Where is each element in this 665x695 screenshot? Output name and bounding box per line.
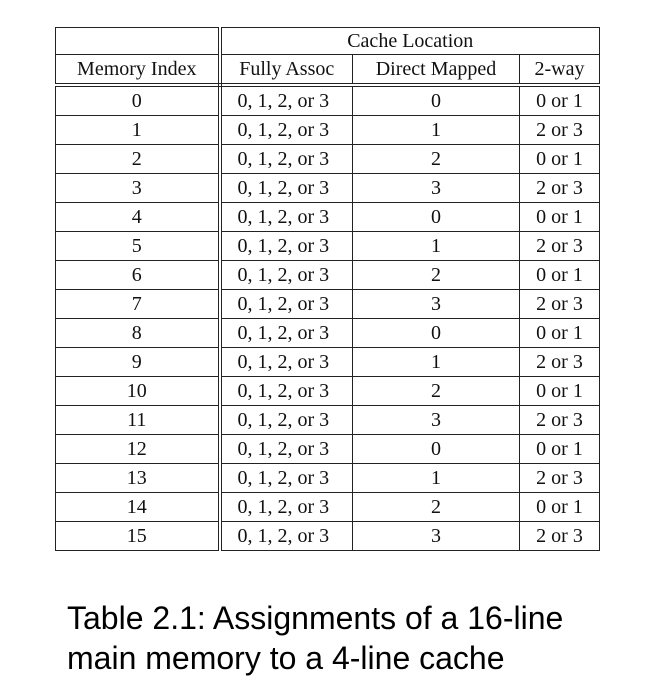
direct-mapped-cell: 2 bbox=[352, 492, 520, 522]
fully-assoc-cell: 0, 1, 2, or 3 bbox=[219, 202, 353, 232]
fully-assoc-cell: 0, 1, 2, or 3 bbox=[219, 115, 353, 145]
direct-mapped-cell: 1 bbox=[352, 231, 520, 261]
two-way-cell: 0 or 1 bbox=[519, 144, 600, 174]
cache-assignment-table: Cache Location Memory Index Fully Assoc … bbox=[55, 27, 600, 551]
fully-assoc-cell: 0, 1, 2, or 3 bbox=[219, 173, 353, 203]
two-way-cell: 2 or 3 bbox=[519, 347, 600, 377]
two-way-cell: 2 or 3 bbox=[519, 115, 600, 145]
fully-assoc-cell: 0, 1, 2, or 3 bbox=[219, 231, 353, 261]
fully-assoc-header: Fully Assoc bbox=[219, 54, 353, 87]
direct-mapped-cell: 1 bbox=[352, 115, 520, 145]
direct-mapped-cell: 2 bbox=[352, 144, 520, 174]
memory-index-cell: 10 bbox=[55, 376, 222, 406]
direct-mapped-cell: 2 bbox=[352, 376, 520, 406]
fully-assoc-cell: 0, 1, 2, or 3 bbox=[219, 289, 353, 319]
direct-mapped-cell: 0 bbox=[352, 434, 520, 464]
header-spacer bbox=[55, 27, 222, 55]
memory-index-cell: 14 bbox=[55, 492, 222, 522]
memory-index-cell: 12 bbox=[55, 434, 222, 464]
table-caption: Table 2.1: Assignments of a 16-line main… bbox=[67, 600, 564, 676]
direct-mapped-cell: 3 bbox=[352, 173, 520, 203]
fully-assoc-cell: 0, 1, 2, or 3 bbox=[219, 434, 353, 464]
memory-index-cell: 0 bbox=[55, 84, 222, 116]
memory-index-cell: 8 bbox=[55, 318, 222, 348]
two-way-cell: 0 or 1 bbox=[519, 318, 600, 348]
direct-mapped-cell: 3 bbox=[352, 521, 520, 551]
direct-mapped-cell: 0 bbox=[352, 84, 520, 116]
cache-location-header: Cache Location bbox=[219, 27, 600, 55]
memory-index-cell: 15 bbox=[55, 521, 222, 551]
two-way-cell: 0 or 1 bbox=[519, 260, 600, 290]
two-way-cell: 2 or 3 bbox=[519, 231, 600, 261]
memory-index-cell: 2 bbox=[55, 144, 222, 174]
memory-index-header: Memory Index bbox=[55, 54, 222, 87]
direct-mapped-cell: 1 bbox=[352, 463, 520, 493]
fully-assoc-cell: 0, 1, 2, or 3 bbox=[219, 376, 353, 406]
memory-index-cell: 3 bbox=[55, 173, 222, 203]
direct-mapped-cell: 2 bbox=[352, 260, 520, 290]
fully-assoc-cell: 0, 1, 2, or 3 bbox=[219, 260, 353, 290]
memory-index-cell: 11 bbox=[55, 405, 222, 435]
two-way-cell: 0 or 1 bbox=[519, 492, 600, 522]
two-way-cell: 0 or 1 bbox=[519, 202, 600, 232]
two-way-cell: 0 or 1 bbox=[519, 84, 600, 116]
fully-assoc-cell: 0, 1, 2, or 3 bbox=[219, 318, 353, 348]
two-way-cell: 2 or 3 bbox=[519, 463, 600, 493]
fully-assoc-cell: 0, 1, 2, or 3 bbox=[219, 463, 353, 493]
two-way-cell: 0 or 1 bbox=[519, 434, 600, 464]
direct-mapped-header: Direct Mapped bbox=[352, 54, 520, 87]
fully-assoc-cell: 0, 1, 2, or 3 bbox=[219, 492, 353, 522]
fully-assoc-cell: 0, 1, 2, or 3 bbox=[219, 84, 353, 116]
two-way-cell: 2 or 3 bbox=[519, 173, 600, 203]
memory-index-cell: 13 bbox=[55, 463, 222, 493]
direct-mapped-cell: 0 bbox=[352, 318, 520, 348]
group-header-row: Cache Location bbox=[55, 27, 600, 55]
two-way-header: 2-way bbox=[519, 54, 600, 87]
fully-assoc-cell: 0, 1, 2, or 3 bbox=[219, 521, 353, 551]
memory-index-cell: 7 bbox=[55, 289, 222, 319]
memory-index-cell: 5 bbox=[55, 231, 222, 261]
two-way-cell: 2 or 3 bbox=[519, 521, 600, 551]
column-header-row: Memory Index Fully Assoc Direct Mapped 2… bbox=[55, 54, 600, 87]
memory-index-cell: 1 bbox=[55, 115, 222, 145]
fully-assoc-cell: 0, 1, 2, or 3 bbox=[219, 405, 353, 435]
direct-mapped-cell: 3 bbox=[352, 289, 520, 319]
fully-assoc-cell: 0, 1, 2, or 3 bbox=[219, 144, 353, 174]
fully-assoc-cell: 0, 1, 2, or 3 bbox=[219, 347, 353, 377]
memory-index-cell: 9 bbox=[55, 347, 222, 377]
direct-mapped-cell: 3 bbox=[352, 405, 520, 435]
two-way-cell: 0 or 1 bbox=[519, 376, 600, 406]
direct-mapped-cell: 1 bbox=[352, 347, 520, 377]
two-way-cell: 2 or 3 bbox=[519, 289, 600, 319]
memory-index-cell: 6 bbox=[55, 260, 222, 290]
direct-mapped-cell: 0 bbox=[352, 202, 520, 232]
two-way-cell: 2 or 3 bbox=[519, 405, 600, 435]
memory-index-cell: 4 bbox=[55, 202, 222, 232]
